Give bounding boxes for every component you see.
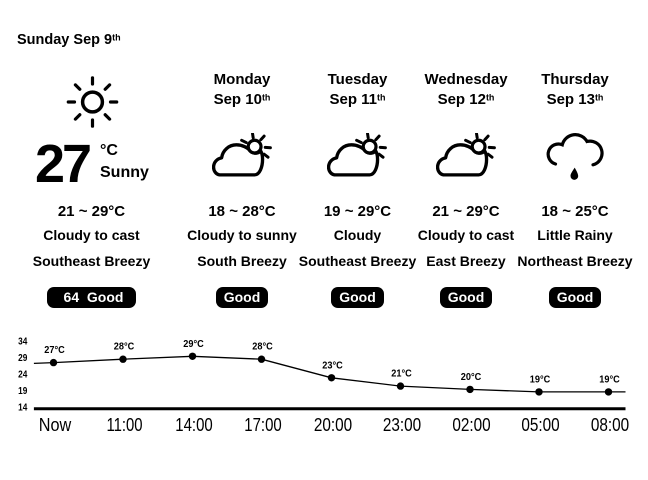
svg-text:11:00: 11:00	[106, 414, 142, 435]
svg-text:21°C: 21°C	[391, 369, 412, 380]
svg-text:28°C: 28°C	[114, 342, 135, 353]
svg-text:24: 24	[18, 369, 27, 380]
svg-text:34: 34	[18, 337, 27, 348]
svg-text:Now: Now	[39, 414, 72, 435]
svg-text:29°C: 29°C	[183, 339, 204, 350]
svg-text:17:00: 17:00	[244, 414, 281, 435]
svg-text:28°C: 28°C	[252, 342, 272, 353]
svg-text:23:00: 23:00	[383, 414, 421, 435]
svg-text:19°C: 19°C	[599, 374, 620, 385]
svg-text:02:00: 02:00	[452, 414, 490, 435]
svg-text:29: 29	[18, 353, 27, 364]
svg-text:23°C: 23°C	[322, 360, 343, 371]
svg-text:05:00: 05:00	[521, 414, 559, 435]
svg-text:20:00: 20:00	[314, 414, 352, 435]
svg-text:20°C: 20°C	[461, 372, 482, 383]
svg-text:19°C: 19°C	[530, 374, 551, 385]
svg-text:14: 14	[18, 402, 27, 413]
svg-text:27°C: 27°C	[44, 345, 65, 356]
svg-text:14:00: 14:00	[175, 414, 212, 435]
svg-text:08:00: 08:00	[591, 414, 629, 435]
svg-text:19: 19	[18, 386, 27, 397]
